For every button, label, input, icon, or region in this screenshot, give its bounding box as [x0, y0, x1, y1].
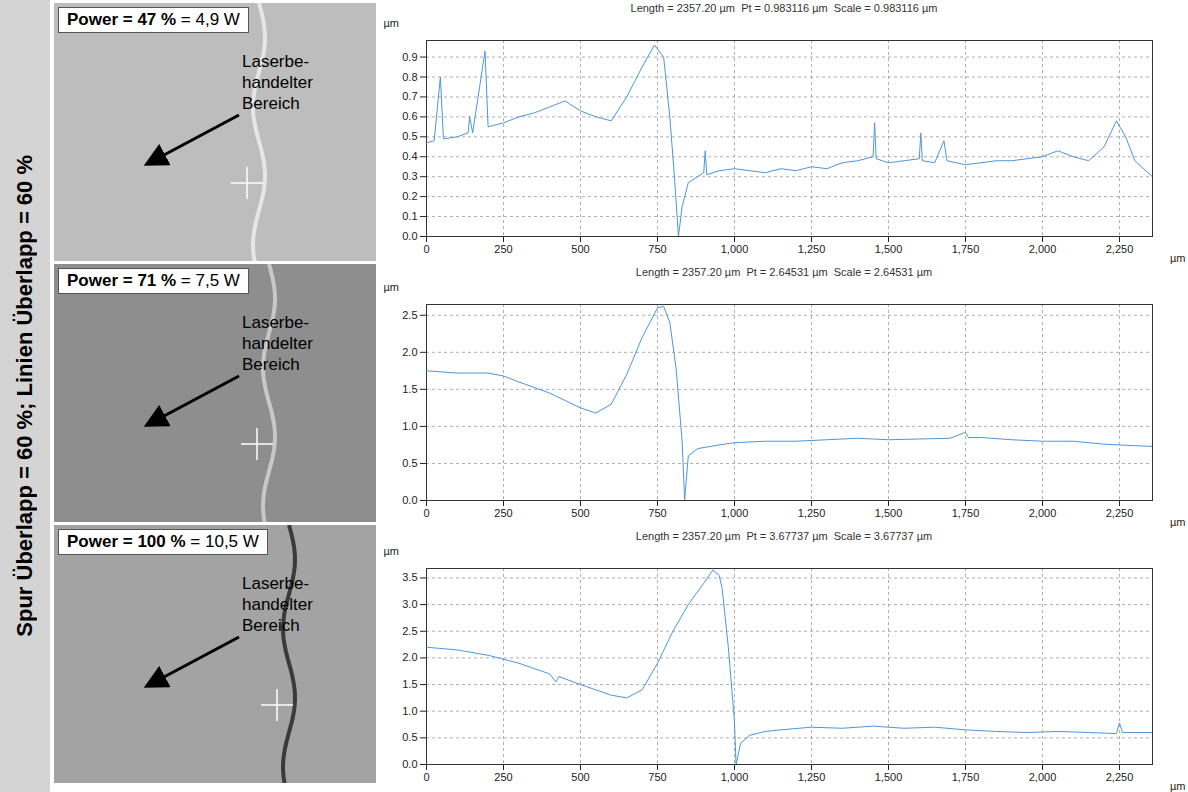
- svg-text:0.5: 0.5: [402, 457, 417, 469]
- html-text:handelter: handelter: [242, 595, 313, 614]
- html-text:Power = 71 % = 7,5 W: Power = 71 % = 7,5 W: [67, 271, 240, 290]
- html-text:Length = 2357.20 µm Pt = 2.645: Length = 2357.20 µm Pt = 2.64531 µm Scal…: [635, 266, 933, 278]
- svg-text:250: 250: [494, 507, 512, 519]
- svg-text:1.5: 1.5: [402, 383, 417, 395]
- svg-text:1.0: 1.0: [402, 420, 417, 432]
- html-text:Length = 2357.20 µm Pt = 0.983: Length = 2357.20 µm Pt = 0.983116 µm Sca…: [630, 2, 938, 14]
- html-text:Length = 2357.20 µm Pt = 3.677: Length = 2357.20 µm Pt = 3.67737 µm Scal…: [635, 530, 933, 542]
- html-text:Power = 100 % = 10,5 W: Power = 100 % = 10,5 W: [67, 532, 259, 551]
- svg-text:750: 750: [648, 243, 666, 255]
- html-text:Bereich: Bereich: [242, 355, 300, 374]
- svg-text:1,250: 1,250: [798, 771, 826, 783]
- svg-text:1,250: 1,250: [798, 243, 826, 255]
- svg-text:1.0: 1.0: [402, 705, 417, 717]
- svg-text:500: 500: [571, 507, 589, 519]
- svg-text:0.0: 0.0: [402, 758, 417, 770]
- html-text:Spur Überlapp = 60 %; Linien Ü: Spur Überlapp = 60 %; Linien Überlapp = …: [12, 155, 37, 637]
- svg-text:1,750: 1,750: [952, 243, 980, 255]
- svg-text:2,250: 2,250: [1106, 507, 1134, 519]
- svg-text:2,000: 2,000: [1029, 507, 1057, 519]
- svg-text:0.9: 0.9: [402, 51, 417, 63]
- svg-text:2.5: 2.5: [402, 309, 417, 321]
- svg-text:2,250: 2,250: [1106, 243, 1134, 255]
- svg-text:0.7: 0.7: [402, 90, 417, 102]
- svg-text:1,500: 1,500: [875, 243, 903, 255]
- svg-text:0.4: 0.4: [402, 150, 417, 162]
- svg-text:1,000: 1,000: [721, 507, 749, 519]
- svg-text:µm: µm: [1170, 252, 1186, 264]
- svg-text:250: 250: [494, 243, 512, 255]
- svg-text:µm: µm: [1170, 516, 1186, 528]
- svg-text:1,750: 1,750: [952, 507, 980, 519]
- svg-text:0: 0: [423, 771, 429, 783]
- svg-text:2.0: 2.0: [402, 346, 417, 358]
- html-text:Laserbe-: Laserbe-: [242, 574, 310, 593]
- svg-text:0.6: 0.6: [402, 110, 417, 122]
- svg-text:2.5: 2.5: [402, 625, 417, 637]
- svg-text:0: 0: [423, 507, 429, 519]
- svg-text:2,000: 2,000: [1029, 243, 1057, 255]
- svg-text:500: 500: [571, 771, 589, 783]
- html-text:Laserbe-: Laserbe-: [242, 313, 310, 332]
- svg-text:500: 500: [571, 243, 589, 255]
- svg-text:1,250: 1,250: [798, 507, 826, 519]
- svg-text:0.5: 0.5: [402, 130, 417, 142]
- svg-text:0.3: 0.3: [402, 170, 417, 182]
- svg-text:1.5: 1.5: [402, 678, 417, 690]
- svg-text:µm: µm: [1170, 780, 1186, 792]
- svg-text:750: 750: [648, 771, 666, 783]
- svg-text:3.0: 3.0: [402, 598, 417, 610]
- svg-text:1,000: 1,000: [721, 771, 749, 783]
- svg-text:2,000: 2,000: [1029, 771, 1057, 783]
- html-text:Power = 47 % = 4,9 W: Power = 47 % = 4,9 W: [67, 10, 240, 29]
- svg-text:2,250: 2,250: [1106, 771, 1134, 783]
- svg-text:µm: µm: [384, 545, 400, 557]
- svg-text:750: 750: [648, 507, 666, 519]
- html-text:handelter: handelter: [242, 73, 313, 92]
- html-text:Bereich: Bereich: [242, 94, 300, 113]
- svg-text:2.0: 2.0: [402, 651, 417, 663]
- svg-text:0: 0: [423, 243, 429, 255]
- svg-text:µm: µm: [384, 281, 400, 293]
- svg-text:3.5: 3.5: [402, 571, 417, 583]
- svg-text:250: 250: [494, 771, 512, 783]
- svg-text:1,500: 1,500: [875, 771, 903, 783]
- svg-text:1,000: 1,000: [721, 243, 749, 255]
- svg-text:0.2: 0.2: [402, 190, 417, 202]
- svg-text:0.0: 0.0: [402, 494, 417, 506]
- svg-text:0.1: 0.1: [402, 210, 417, 222]
- svg-text:0.5: 0.5: [402, 731, 417, 743]
- html-text:Laserbe-: Laserbe-: [242, 52, 310, 71]
- svg-text:0.8: 0.8: [402, 71, 417, 83]
- svg-text:0.0: 0.0: [402, 230, 417, 242]
- svg-text:1,500: 1,500: [875, 507, 903, 519]
- html-text:handelter: handelter: [242, 334, 313, 353]
- svg-text:1,750: 1,750: [952, 771, 980, 783]
- html-text:Bereich: Bereich: [242, 616, 300, 635]
- svg-text:µm: µm: [384, 17, 400, 29]
